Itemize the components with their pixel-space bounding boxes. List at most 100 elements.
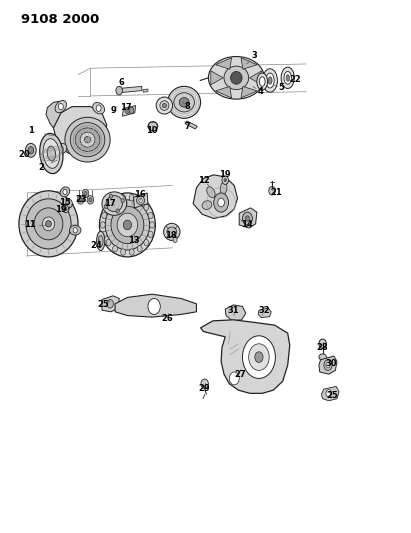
Ellipse shape	[263, 69, 277, 92]
Circle shape	[84, 191, 87, 196]
Ellipse shape	[97, 231, 105, 251]
Circle shape	[79, 198, 82, 202]
Polygon shape	[321, 386, 339, 401]
Ellipse shape	[284, 71, 291, 84]
Ellipse shape	[80, 132, 95, 147]
Circle shape	[242, 336, 275, 378]
Circle shape	[121, 249, 126, 255]
Ellipse shape	[148, 122, 158, 131]
Circle shape	[129, 195, 134, 201]
Ellipse shape	[231, 71, 242, 84]
Polygon shape	[241, 58, 257, 69]
Circle shape	[222, 176, 229, 184]
Text: 14: 14	[241, 221, 252, 229]
Circle shape	[28, 147, 34, 154]
Ellipse shape	[319, 354, 326, 360]
Polygon shape	[143, 89, 148, 92]
Circle shape	[255, 352, 263, 362]
Circle shape	[82, 189, 89, 198]
Circle shape	[148, 212, 153, 219]
Polygon shape	[119, 86, 142, 93]
Text: 23: 23	[76, 196, 87, 204]
Polygon shape	[319, 356, 337, 374]
Polygon shape	[239, 208, 257, 228]
Polygon shape	[241, 86, 257, 98]
Ellipse shape	[19, 191, 78, 257]
Ellipse shape	[65, 117, 110, 162]
Circle shape	[218, 198, 224, 207]
Ellipse shape	[207, 187, 215, 198]
Text: 19: 19	[219, 171, 231, 179]
Polygon shape	[201, 320, 290, 393]
Circle shape	[116, 86, 122, 95]
Ellipse shape	[46, 221, 51, 227]
Text: 31: 31	[228, 306, 239, 314]
Circle shape	[106, 204, 111, 211]
Ellipse shape	[40, 133, 63, 174]
Circle shape	[139, 198, 142, 203]
Polygon shape	[215, 86, 232, 98]
Circle shape	[102, 212, 107, 219]
Ellipse shape	[268, 77, 272, 84]
Text: 26: 26	[162, 314, 173, 323]
Ellipse shape	[102, 192, 127, 215]
Text: 2: 2	[38, 164, 44, 172]
Polygon shape	[211, 71, 223, 85]
Circle shape	[245, 216, 249, 221]
Circle shape	[224, 179, 226, 182]
Ellipse shape	[70, 123, 105, 157]
Ellipse shape	[224, 66, 249, 90]
Ellipse shape	[92, 102, 105, 114]
Circle shape	[129, 107, 134, 114]
Circle shape	[58, 103, 63, 110]
Text: 3: 3	[252, 52, 258, 60]
Polygon shape	[258, 308, 271, 318]
Text: 28: 28	[317, 343, 328, 352]
Circle shape	[326, 362, 330, 368]
Text: 7: 7	[184, 123, 190, 131]
Ellipse shape	[106, 196, 122, 212]
Circle shape	[106, 239, 111, 246]
Ellipse shape	[136, 196, 145, 205]
Polygon shape	[193, 175, 238, 219]
Ellipse shape	[220, 182, 227, 195]
Circle shape	[125, 107, 130, 114]
Circle shape	[73, 228, 77, 233]
Ellipse shape	[47, 146, 55, 161]
Ellipse shape	[60, 187, 70, 197]
Text: 18: 18	[165, 231, 176, 240]
Ellipse shape	[111, 206, 144, 244]
Polygon shape	[115, 294, 196, 317]
Circle shape	[113, 246, 118, 252]
Circle shape	[269, 187, 275, 195]
Ellipse shape	[84, 136, 91, 143]
Ellipse shape	[202, 201, 212, 209]
Circle shape	[324, 360, 332, 370]
Circle shape	[104, 205, 108, 209]
Ellipse shape	[162, 103, 166, 108]
Ellipse shape	[286, 75, 289, 81]
Circle shape	[173, 237, 177, 243]
Circle shape	[201, 379, 208, 389]
Ellipse shape	[55, 101, 67, 112]
Ellipse shape	[259, 77, 265, 86]
Text: 6: 6	[118, 78, 124, 87]
Circle shape	[109, 194, 113, 198]
Text: 10: 10	[146, 126, 158, 135]
Circle shape	[229, 372, 239, 385]
Ellipse shape	[43, 139, 60, 168]
Text: 17: 17	[120, 103, 131, 112]
Polygon shape	[53, 107, 107, 154]
Ellipse shape	[208, 56, 264, 99]
Circle shape	[249, 344, 269, 370]
Ellipse shape	[257, 73, 268, 90]
Text: 5: 5	[279, 84, 284, 92]
Circle shape	[214, 193, 229, 212]
Text: 9108 2000: 9108 2000	[21, 13, 99, 26]
Circle shape	[107, 300, 113, 308]
Text: 1: 1	[28, 126, 34, 135]
Polygon shape	[215, 58, 232, 69]
Circle shape	[150, 222, 155, 228]
Ellipse shape	[168, 86, 201, 118]
Text: 29: 29	[199, 384, 210, 392]
